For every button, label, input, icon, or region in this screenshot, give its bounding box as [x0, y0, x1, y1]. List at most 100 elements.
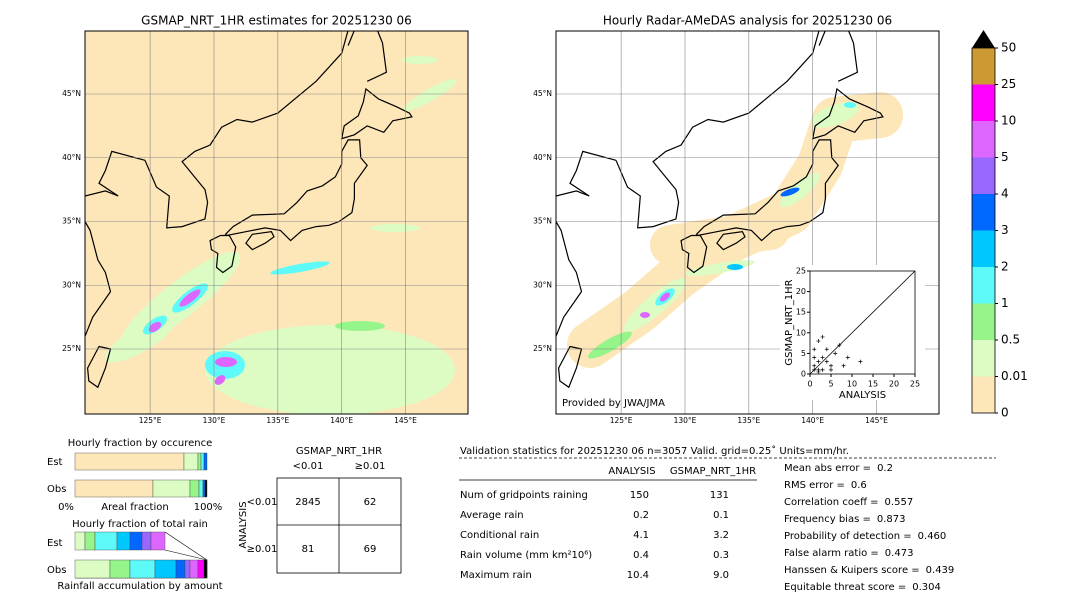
rain-area: [780, 172, 820, 208]
fraction-segment: [74, 531, 86, 551]
inset-x-tick: 10: [847, 380, 857, 389]
colorbar-box: [972, 376, 995, 413]
fraction-segment: [154, 559, 177, 579]
rain-area: [685, 260, 755, 276]
fraction-segment: [84, 531, 96, 551]
lon-label: 145°E: [394, 416, 417, 425]
score: RMS error = 0.6: [784, 480, 867, 491]
scatter-point: [816, 369, 821, 374]
row-label: Obs: [47, 565, 66, 576]
map-title: GSMAP_NRT_1HR estimates for 20251230 06: [141, 14, 412, 28]
score-label: False alarm ratio =: [784, 548, 879, 559]
inset-y-tick: 0: [801, 370, 806, 379]
colorbar-box: [972, 194, 995, 231]
scatter-point: [820, 355, 825, 360]
colorbar-label: 2: [1001, 260, 1009, 274]
coastline: [556, 221, 583, 337]
fraction-outline: [164, 549, 208, 561]
map-title: Hourly Radar-AMeDAS analysis for 2025123…: [603, 14, 892, 28]
colorbar-label: 3: [1001, 223, 1009, 237]
axis-left: 0%: [58, 502, 74, 513]
inset-x-tick: 5: [828, 380, 833, 389]
scatter-point: [812, 347, 817, 352]
fraction-segment: [198, 479, 204, 498]
inset-x-tick: 25: [910, 380, 920, 389]
fraction-segment: [197, 452, 202, 471]
stat-label: Average rain: [460, 510, 524, 521]
colorbar-label: 0: [1001, 406, 1009, 420]
fraction-segment: [116, 531, 131, 551]
colorbar-box: [972, 121, 995, 158]
rain-area: [403, 79, 457, 111]
scatter-point: [829, 367, 833, 372]
lat-label: 30°N: [62, 280, 81, 289]
score-value: 0.873: [877, 514, 906, 525]
column-label: ≥0.01: [355, 461, 386, 472]
score-value: 0.6: [851, 480, 867, 491]
fraction-segment: [204, 479, 208, 498]
colorbar-label: 50: [1001, 41, 1016, 55]
row-label: Est: [47, 457, 63, 468]
colorbar-label: 5: [1001, 150, 1009, 164]
fraction-segment: [150, 531, 166, 551]
score: Correlation coeff = 0.557: [784, 497, 913, 508]
validation-header: Validation statistics for 20251230 06 n=…: [460, 445, 849, 457]
lon-label: 140°E: [330, 416, 353, 425]
score-label: RMS error =: [784, 480, 845, 491]
fraction-segment: [200, 452, 205, 471]
colorbar-box: [972, 84, 995, 121]
stat-value: 9.0: [713, 570, 729, 581]
rain-area: [727, 264, 743, 270]
stat-label: Rain volume (mm km²10⁶): [460, 550, 592, 561]
stat-value: 150: [630, 490, 649, 501]
score-value: 0.304: [912, 582, 941, 593]
lat-label: 30°N: [533, 280, 552, 289]
fraction-segment: [203, 559, 208, 579]
score-value: 0.439: [926, 565, 955, 576]
coastline: [224, 139, 368, 242]
lat-label: 25°N: [62, 344, 81, 353]
stat-label: Maximum rain: [460, 570, 532, 581]
rain-area: [335, 321, 385, 331]
lat-label: 45°N: [533, 89, 552, 98]
scatter-point: [833, 351, 838, 356]
rain-area: [844, 102, 856, 108]
rain-area: [205, 325, 455, 414]
score-label: Frequency bias =: [784, 514, 871, 525]
coastline: [340, 87, 413, 140]
map: [85, 31, 468, 414]
lon-label: 140°E: [801, 416, 824, 425]
score: Hanssen & Kuipers score = 0.439: [784, 565, 954, 576]
score-label: Hanssen & Kuipers score =: [784, 565, 920, 576]
fraction-segment: [129, 559, 156, 579]
fraction-segment: [189, 479, 200, 498]
scatter-point: [858, 359, 863, 364]
fraction-segment: [74, 479, 154, 498]
contingency-title: GSMAP_NRT_1HR: [296, 446, 382, 457]
stat-value: 131: [710, 490, 729, 501]
coastline: [347, 31, 355, 46]
score-value: 0.2: [877, 463, 893, 474]
lon-label: 125°E: [139, 416, 162, 425]
table-cell: 2845: [295, 497, 320, 508]
coastline: [818, 31, 826, 46]
fraction-segment: [74, 559, 111, 579]
scatter-point: [829, 363, 833, 368]
fraction-segment: [152, 479, 191, 498]
rain-area: [214, 375, 226, 385]
scatter-point: [841, 363, 846, 368]
table-cell: 81: [302, 544, 315, 555]
stat-value: 0.1: [713, 510, 729, 521]
score-value: 0.557: [885, 497, 914, 508]
fraction-segment: [74, 452, 185, 471]
rain-area: [402, 56, 438, 64]
column-label: <0.01: [293, 461, 324, 472]
fraction-segment: [141, 531, 152, 551]
stat-value: 4.1: [633, 530, 649, 541]
coastline: [209, 234, 237, 274]
colorbar-extend: [972, 30, 995, 48]
lat-label: 25°N: [533, 344, 552, 353]
column-label: ANALYSIS: [608, 466, 655, 477]
footer: Rainfall accumulation by amount: [57, 581, 222, 592]
